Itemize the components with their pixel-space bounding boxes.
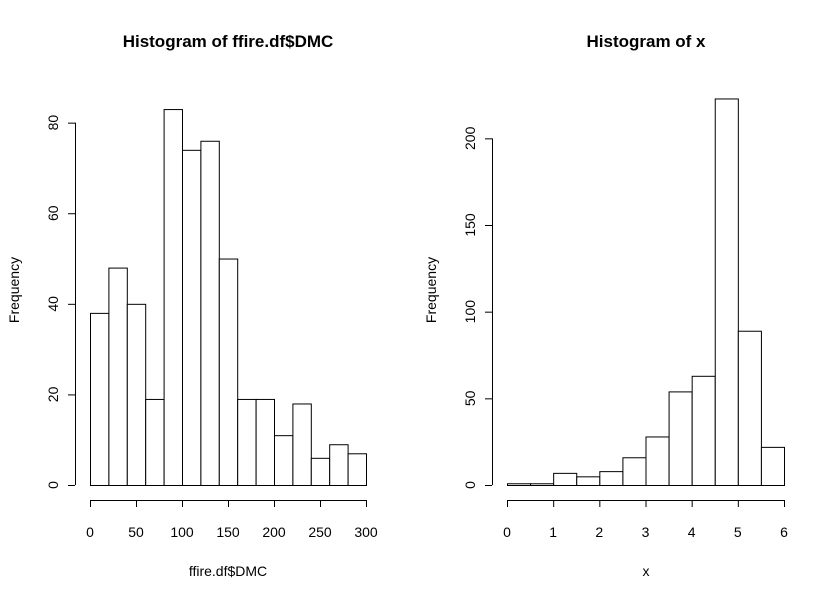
y-axis-label: Frequency [423,257,439,323]
y-tick-label: 80 [45,115,61,131]
y-tick-label: 0 [45,481,61,489]
histogram-bar [530,483,555,486]
chart-title: Histogram of x [586,32,706,51]
x-tick-label: 0 [503,524,511,540]
y-axis-label: Frequency [6,257,22,323]
x-tick-label: 2 [595,524,603,540]
histogram-bar [645,436,670,487]
histogram-bar [90,312,110,486]
histogram-bar [760,446,786,487]
histogram-bar [576,476,601,487]
histogram-bar [218,258,239,486]
histogram-bar [108,267,128,486]
x-tick-label: 0 [86,524,94,540]
y-tick-label: 60 [45,205,61,221]
y-tick-label: 20 [45,386,61,402]
x-tick-label: 100 [170,524,194,540]
histogram-bar [599,471,624,486]
histogram-bar [668,391,693,486]
histogram-bar [347,453,368,487]
x-tick-label: 6 [780,524,788,540]
bars [90,109,368,487]
x-tick-label: 200 [262,524,286,540]
x-tick-label: 1 [549,524,557,540]
histogram-bar [714,98,739,486]
histogram-bar [507,483,532,486]
histogram-bar [237,398,257,486]
y-tick-label: 50 [462,390,478,406]
histogram-bar [553,472,578,487]
x-tick-label: 5 [734,524,742,540]
x-tick-label: 300 [354,524,378,540]
chart-title: Histogram of ffire.df$DMC [123,32,334,51]
x-tick-label: 150 [216,524,240,540]
x-tick-label: 3 [642,524,650,540]
histogram-bar [691,375,716,486]
x-axis: 0 50 100 150 200 250 300 [86,500,378,540]
histogram-bar [126,303,147,486]
x-axis: 0 1 2 3 4 5 6 [503,500,788,540]
histogram-bar [274,435,294,487]
x-axis-label: x [643,563,650,579]
x-tick-label: 50 [128,524,144,540]
histogram-bar [310,457,331,486]
y-axis: 0 20 40 60 80 [45,115,76,489]
x-tick-label: 250 [308,524,332,540]
x-tick-label: 4 [688,524,696,540]
y-tick-label: 200 [462,126,478,150]
y-axis: 0 50 100 150 200 [462,126,493,489]
panel-dmc-histogram: Histogram of ffire.df$DMC ffire.df$DMC F… [6,32,378,579]
histogram-bar [182,149,202,487]
panel-x-histogram: Histogram of x x Frequency 0 1 2 3 4 5 6 0 50 10… [423,32,788,579]
bars [507,98,786,487]
histogram-bar [145,398,165,486]
histogram-bar [200,140,220,486]
histogram-bar [329,444,349,486]
y-tick-label: 150 [462,213,478,237]
y-tick-label: 100 [462,300,478,324]
x-axis-label: ffire.df$DMC [189,563,267,579]
histogram-bar [622,457,647,486]
y-tick-label: 40 [45,296,61,312]
histogram-bar [163,109,184,486]
histogram-bar [737,330,762,486]
histogram-bar [292,403,312,486]
histogram-bar [255,398,276,486]
y-tick-label: 0 [462,481,478,489]
